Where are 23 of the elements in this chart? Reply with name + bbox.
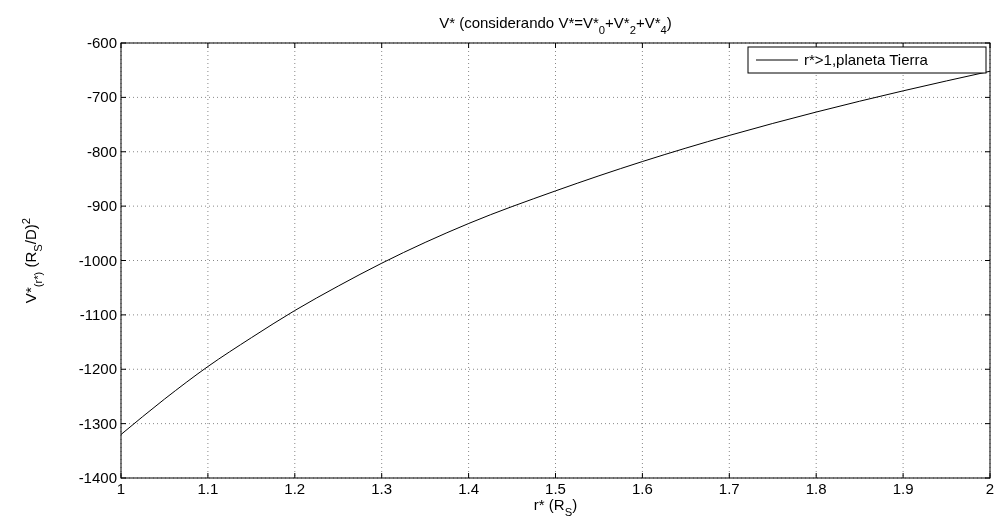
x-tick-label: 1.3	[371, 480, 393, 497]
y-tick-label: -1000	[78, 251, 117, 269]
x-tick-label: 1.7	[718, 480, 740, 497]
x-tick-label: 1.1	[197, 480, 219, 497]
x-tick-label: 1.8	[805, 480, 827, 497]
chart-title: V* (considerando V*=V*$_{0}$+V*$_{2}$+V*$_{4}$)	[439, 14, 672, 36]
y-tick-label: -1300	[78, 414, 117, 432]
y-tick-label: -1400	[78, 469, 117, 486]
y-tick-label: -700	[86, 88, 117, 106]
y-tick-label: -900	[86, 197, 117, 215]
x-tick-label: 1.6	[631, 480, 653, 497]
y-tick-label: -1200	[78, 360, 117, 378]
y-tick-label: -600	[86, 34, 117, 51]
x-tick-label: 1.9	[892, 480, 914, 497]
x-tick-label: 1.2	[284, 480, 306, 497]
x-tick-label: 2	[985, 480, 995, 497]
x-axis-title: r* (R$_{S}$)	[533, 496, 578, 518]
y-tick-label: -800	[86, 142, 117, 160]
y-tick-label: -1100	[79, 305, 117, 323]
x-tick-label: 1	[116, 480, 126, 497]
x-tick-label: 1.4	[458, 480, 480, 497]
legend-label: r*>1,planeta Tierra	[804, 51, 929, 68]
x-tick-label: 1.5	[545, 480, 566, 497]
